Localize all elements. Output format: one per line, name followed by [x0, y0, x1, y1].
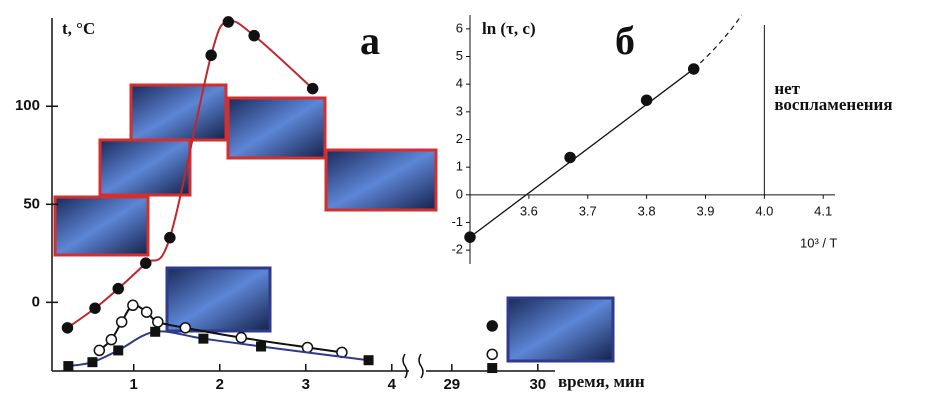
x-tick-label: 3: [302, 376, 310, 393]
point: [640, 94, 653, 106]
point: [248, 29, 260, 42]
point: [140, 306, 153, 318]
break-mark: [402, 353, 408, 379]
y-tick-label: 6: [456, 20, 463, 35]
photo: [506, 296, 615, 363]
photo: [324, 148, 438, 212]
y-tick-label: 5: [456, 48, 463, 63]
photo: [165, 266, 272, 333]
point: [256, 341, 267, 352]
photos: [53, 83, 615, 363]
x-tick-label: 3.6: [520, 203, 538, 218]
y-tick-label: -1: [451, 214, 463, 229]
curve: [98, 304, 343, 354]
point: [487, 363, 498, 374]
point: [113, 345, 124, 356]
point: [140, 257, 152, 269]
point: [222, 16, 235, 28]
photo: [53, 195, 150, 257]
point: [152, 316, 164, 328]
panel-label: а: [360, 18, 380, 63]
point: [61, 322, 74, 334]
point: [687, 63, 700, 75]
point: [115, 316, 128, 328]
x-axis-label: время, мин: [558, 372, 645, 391]
y-tick-label: -2: [451, 242, 463, 257]
point: [564, 151, 576, 164]
x-tick-label: 3.9: [696, 203, 714, 218]
point: [164, 231, 176, 244]
point: [486, 320, 498, 332]
y-tick-label: 2: [456, 131, 463, 146]
x-tick-label: 29: [443, 376, 460, 393]
fit-line: [469, 68, 695, 238]
annotation: воспламенения: [774, 95, 892, 114]
point: [89, 302, 101, 314]
axis-break: [402, 353, 424, 379]
point: [301, 341, 314, 354]
y-tick-label: 1: [456, 159, 463, 174]
point: [150, 326, 161, 337]
break-mark: [418, 353, 424, 379]
point: [112, 282, 124, 295]
point: [306, 82, 319, 95]
point: [235, 331, 248, 344]
extrapolation: [693, 14, 743, 70]
annotation: нет: [774, 79, 800, 98]
panel-label: б: [615, 18, 635, 63]
x-tick-label: 4: [388, 376, 397, 393]
point: [63, 361, 74, 372]
y-axis-label: ln (τ, c): [482, 19, 536, 38]
photo: [226, 96, 327, 160]
y-tick-label: 0: [32, 293, 40, 310]
photo: [129, 83, 228, 142]
x-axis-label: 10³ / T: [800, 235, 837, 250]
point: [127, 299, 139, 312]
x-tick-label: 3.7: [579, 203, 597, 218]
y-axis-label: t, °C: [62, 19, 95, 38]
point: [205, 49, 217, 62]
point: [464, 231, 476, 243]
point: [486, 348, 498, 361]
x-tick-label: 4.0: [755, 203, 773, 218]
x-tick-label: 1: [130, 376, 138, 393]
point: [87, 357, 98, 368]
x-tick-label: 3.8: [638, 203, 656, 218]
y-tick-label: 0: [456, 186, 463, 201]
y-tick-label: 4: [456, 76, 463, 91]
y-tick-label: 50: [23, 195, 40, 212]
point: [105, 333, 118, 346]
curve: [66, 20, 314, 329]
point: [363, 355, 374, 366]
photo: [98, 138, 192, 197]
x-tick-label: 30: [529, 376, 546, 393]
x-tick-label: 2: [216, 376, 224, 393]
point: [179, 322, 192, 334]
point: [93, 344, 106, 357]
y-tick-label: 100: [15, 97, 40, 114]
y-tick-label: 3: [456, 103, 463, 118]
point: [198, 333, 209, 344]
x-tick-label: 4.1: [814, 203, 832, 218]
